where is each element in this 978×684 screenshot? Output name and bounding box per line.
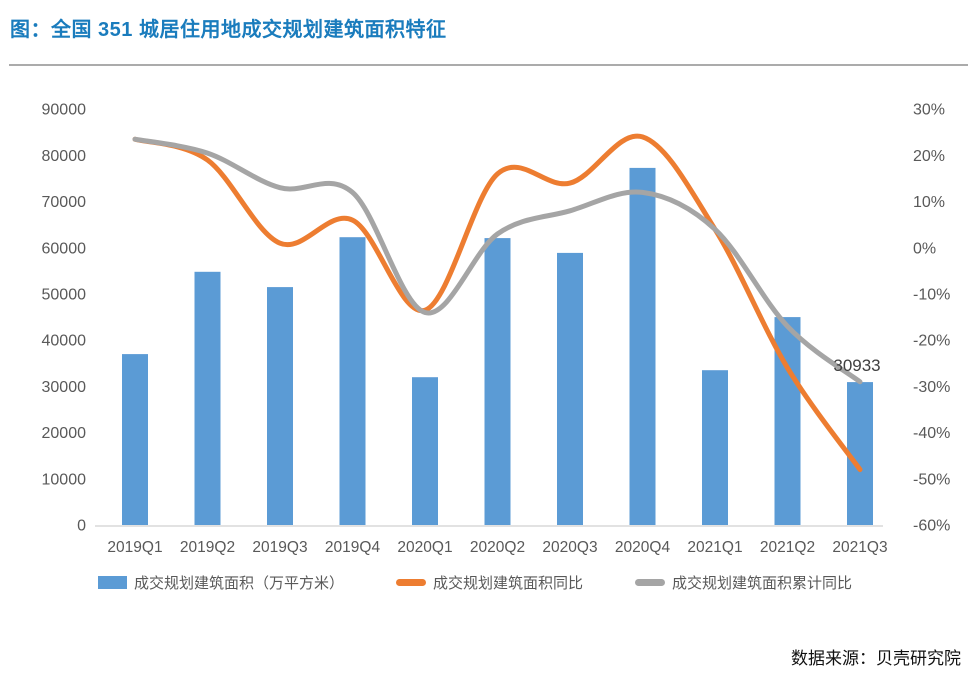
yoy-line-swatch [396, 579, 427, 586]
chart-legend: 成交规划建筑面积（万平方米） 成交规划建筑面积同比 成交规划建筑面积累计同比 [98, 572, 888, 593]
x-axis-category-label: 2021Q3 [832, 539, 887, 556]
left-axis-tick-label: 90000 [42, 102, 87, 119]
x-axis-category-label: 2019Q4 [325, 539, 381, 556]
left-axis-tick-label: 10000 [42, 471, 87, 488]
legend-item-cumulative-yoy-line: 成交规划建筑面积累计同比 [635, 572, 852, 593]
x-axis-category-label: 2019Q3 [252, 539, 307, 556]
x-axis-category-label: 2020Q3 [542, 539, 597, 556]
chart-title: 图：全国 351 城居住用地成交规划建筑面积特征 [10, 19, 447, 41]
legend-label-cumulative-yoy-line: 成交规划建筑面积累计同比 [672, 575, 853, 592]
right-axis-tick-label: 10% [913, 194, 945, 211]
right-axis-tick-label: -50% [913, 471, 950, 488]
data-source-note: 数据来源：贝壳研究院 [791, 649, 961, 668]
x-axis-category-label: 2019Q1 [107, 539, 162, 556]
left-axis-tick-label: 30000 [42, 379, 87, 396]
left-axis-tick-label: 0 [77, 518, 86, 535]
legend-item-bar-series: 成交规划建筑面积（万平方米） [98, 572, 344, 593]
bar-series-swatch [98, 576, 127, 589]
right-axis-tick-label: -60% [913, 518, 950, 535]
chart-canvas: 90000 80000 70000 60000 50000 40000 30000 20000… [42, 102, 951, 556]
bar-2019Q2 [194, 271, 221, 525]
cumulative-yoy-line [132, 136, 863, 385]
right-axis-tick-label: 0% [913, 240, 936, 257]
right-axis-tick-label: -20% [913, 333, 950, 350]
legend-label-yoy-line: 成交规划建筑面积同比 [433, 575, 584, 592]
yoy-line [132, 133, 863, 473]
bar-2020Q3 [557, 252, 583, 525]
legend-item-yoy-line: 成交规划建筑面积同比 [396, 572, 583, 593]
bar-2021Q3 [847, 382, 873, 525]
bar-2019Q1 [122, 354, 148, 525]
right-axis-tick-label: 30% [913, 102, 945, 119]
right-axis-tick-label: -40% [913, 425, 950, 442]
cumulative-yoy-line-swatch [635, 579, 666, 586]
x-axis-category-label: 2021Q1 [687, 539, 742, 556]
left-axis-tick-label: 50000 [42, 287, 87, 304]
left-axis-tick-label: 20000 [42, 425, 87, 442]
left-axis-tick-label: 40000 [42, 333, 87, 350]
x-axis-category-label: 2020Q1 [397, 539, 452, 556]
x-axis-category-label: 2020Q4 [615, 539, 671, 556]
bar-2020Q1 [412, 377, 438, 525]
right-axis-tick-label: 20% [913, 148, 945, 165]
x-axis-category-label: 2021Q2 [760, 539, 815, 556]
bar-2019Q3 [267, 287, 293, 525]
left-axis-tick-label: 80000 [42, 148, 87, 165]
bar-2020Q4 [629, 167, 656, 525]
x-axis-category-label: 2020Q2 [470, 539, 525, 556]
bar-2019Q4 [339, 237, 366, 525]
bar-data-label: 30933 [833, 356, 880, 375]
bar-2020Q2 [484, 238, 511, 525]
right-axis-tick-label: -10% [913, 287, 950, 304]
left-axis-tick-label: 70000 [42, 194, 87, 211]
x-axis-category-label: 2019Q2 [180, 539, 235, 556]
left-axis-tick-label: 60000 [42, 240, 87, 257]
legend-label-bar-series: 成交规划建筑面积（万平方米） [134, 575, 345, 592]
bar-2021Q1 [702, 370, 728, 525]
right-axis-tick-label: -30% [913, 379, 950, 396]
title-divider [9, 64, 968, 66]
